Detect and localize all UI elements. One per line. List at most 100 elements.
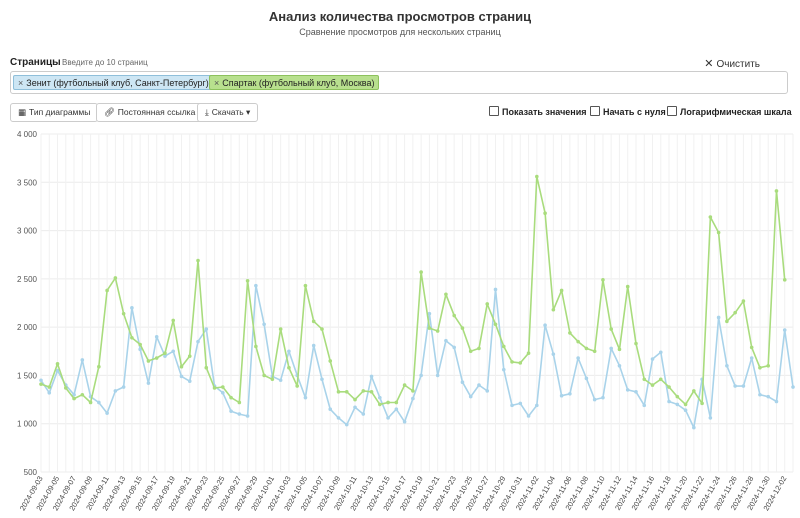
data-point[interactable] bbox=[138, 347, 142, 352]
data-point[interactable] bbox=[576, 356, 580, 360]
data-point[interactable] bbox=[501, 344, 506, 349]
data-point[interactable] bbox=[361, 389, 366, 393]
data-point[interactable] bbox=[518, 361, 523, 365]
data-point[interactable] bbox=[708, 215, 713, 219]
data-point[interactable] bbox=[171, 349, 176, 354]
chart-type-button[interactable]: ▦ Тип диаграммы bbox=[10, 103, 99, 122]
data-point[interactable] bbox=[518, 401, 523, 406]
data-point[interactable] bbox=[287, 349, 291, 354]
data-point[interactable] bbox=[254, 344, 258, 349]
data-point[interactable] bbox=[667, 399, 671, 404]
data-point[interactable] bbox=[435, 329, 440, 333]
data-point[interactable] bbox=[55, 362, 60, 366]
data-point[interactable] bbox=[402, 419, 407, 424]
data-point[interactable] bbox=[336, 416, 341, 420]
data-point[interactable] bbox=[344, 390, 349, 394]
data-point[interactable] bbox=[782, 278, 787, 282]
data-point[interactable] bbox=[328, 407, 333, 412]
data-point[interactable] bbox=[154, 356, 159, 360]
data-point[interactable] bbox=[146, 381, 151, 385]
data-point[interactable] bbox=[113, 389, 118, 393]
data-point[interactable] bbox=[278, 327, 283, 331]
data-point[interactable] bbox=[39, 378, 43, 383]
data-point[interactable] bbox=[130, 306, 134, 310]
data-point[interactable] bbox=[353, 397, 357, 402]
data-point[interactable] bbox=[196, 339, 200, 344]
data-point[interactable] bbox=[47, 391, 52, 395]
data-point[interactable] bbox=[204, 365, 209, 370]
data-point[interactable] bbox=[452, 345, 456, 350]
log-scale-checkbox[interactable] bbox=[667, 106, 677, 116]
data-point[interactable] bbox=[97, 400, 101, 405]
data-point[interactable] bbox=[311, 319, 316, 324]
data-point[interactable] bbox=[270, 377, 275, 382]
data-point[interactable] bbox=[80, 392, 85, 397]
data-point[interactable] bbox=[559, 288, 564, 293]
data-point[interactable] bbox=[121, 385, 126, 389]
data-point[interactable] bbox=[692, 425, 696, 430]
data-point[interactable] bbox=[592, 349, 597, 354]
show-values-option[interactable]: Показать значения bbox=[489, 106, 587, 117]
data-point[interactable] bbox=[386, 416, 390, 420]
data-point[interactable] bbox=[493, 322, 498, 327]
data-point[interactable] bbox=[237, 412, 242, 416]
data-point[interactable] bbox=[625, 284, 630, 289]
data-point[interactable] bbox=[245, 414, 250, 418]
data-point[interactable] bbox=[576, 339, 580, 344]
data-point[interactable] bbox=[774, 399, 779, 404]
data-point[interactable] bbox=[262, 373, 266, 378]
data-point[interactable] bbox=[675, 402, 680, 407]
data-point[interactable] bbox=[700, 401, 704, 406]
data-point[interactable] bbox=[320, 327, 324, 331]
data-point[interactable] bbox=[642, 377, 647, 382]
data-point[interactable] bbox=[187, 354, 192, 358]
data-point[interactable] bbox=[535, 174, 539, 179]
data-point[interactable] bbox=[212, 386, 217, 390]
data-point[interactable] bbox=[716, 230, 721, 235]
data-point[interactable] bbox=[121, 311, 126, 316]
data-point[interactable] bbox=[477, 346, 481, 351]
data-point[interactable] bbox=[741, 299, 746, 303]
data-point[interactable] bbox=[278, 378, 283, 383]
data-point[interactable] bbox=[493, 287, 498, 292]
data-point[interactable] bbox=[328, 359, 333, 363]
data-point[interactable] bbox=[353, 405, 357, 410]
data-point[interactable] bbox=[683, 408, 688, 412]
download-button[interactable]: ⤓ Скачать ▾ bbox=[197, 103, 259, 122]
data-point[interactable] bbox=[295, 384, 299, 388]
data-point[interactable] bbox=[452, 313, 456, 318]
data-point[interactable] bbox=[39, 382, 43, 386]
data-point[interactable] bbox=[427, 326, 432, 330]
data-point[interactable] bbox=[179, 364, 184, 369]
data-point[interactable] bbox=[725, 319, 729, 324]
data-point[interactable] bbox=[617, 347, 622, 352]
data-point[interactable] bbox=[204, 327, 209, 331]
log-scale-option[interactable]: Логарифмическая шкала bbox=[667, 106, 792, 117]
data-point[interactable] bbox=[692, 389, 696, 393]
data-point[interactable] bbox=[163, 351, 167, 356]
data-point[interactable] bbox=[774, 189, 779, 193]
data-point[interactable] bbox=[72, 396, 76, 401]
data-point[interactable] bbox=[468, 349, 473, 354]
data-point[interactable] bbox=[791, 385, 795, 389]
data-point[interactable] bbox=[485, 389, 490, 393]
data-point[interactable] bbox=[303, 395, 308, 400]
data-point[interactable] bbox=[179, 374, 184, 379]
data-point[interactable] bbox=[535, 403, 539, 408]
data-point[interactable] bbox=[402, 383, 407, 387]
data-point[interactable] bbox=[766, 363, 771, 368]
start-zero-checkbox[interactable] bbox=[590, 106, 600, 116]
data-point[interactable] bbox=[237, 400, 242, 405]
data-point[interactable] bbox=[394, 400, 399, 405]
data-point[interactable] bbox=[171, 318, 176, 323]
data-point[interactable] bbox=[386, 400, 390, 405]
data-point[interactable] bbox=[477, 383, 481, 387]
data-point[interactable] bbox=[221, 391, 225, 395]
data-point[interactable] bbox=[435, 373, 440, 378]
show-values-checkbox[interactable] bbox=[489, 106, 499, 116]
data-point[interactable] bbox=[163, 354, 167, 358]
data-point[interactable] bbox=[344, 422, 349, 427]
data-point[interactable] bbox=[510, 403, 514, 408]
data-point[interactable] bbox=[130, 335, 134, 340]
page-tag-spartak[interactable]: × Спартак (футбольный клуб, Москва) bbox=[209, 75, 380, 90]
